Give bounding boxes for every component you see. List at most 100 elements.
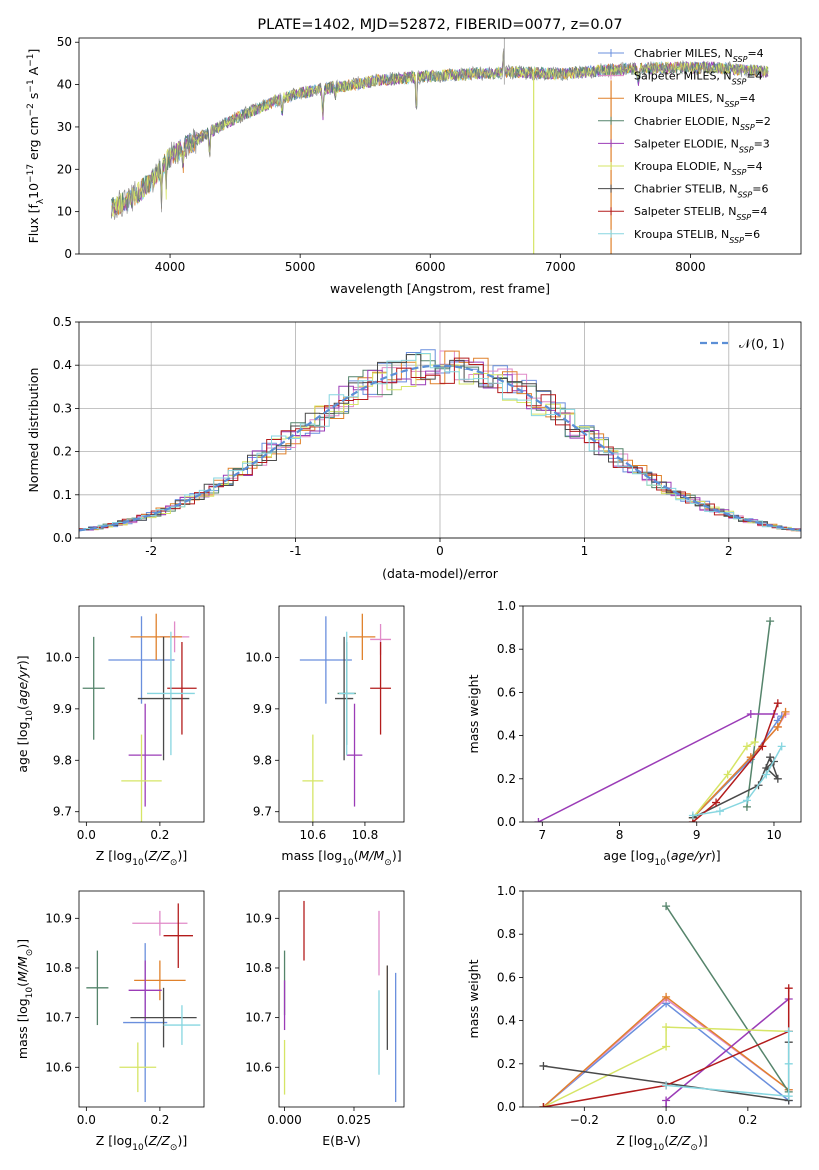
- plot-area: [539, 902, 793, 1107]
- y-tick-label: 0.2: [497, 772, 516, 786]
- plot-area: [299, 613, 391, 822]
- y-tick-label: 9.9: [53, 702, 72, 716]
- legend-label: Salpeter MILES, NSSP=4: [634, 70, 763, 87]
- axes-residuals: -2 -1 0 1 2 0.0 0.1 0.2 0.3 0.4 0.5 (data-model)/er…: [26, 315, 802, 581]
- legend: Chabrier MILES, NSSP=4 Salpeter MILES, NS…: [598, 47, 771, 244]
- series: [662, 995, 793, 1107]
- y-axis-label: age [log10(age/yr)]: [15, 655, 35, 772]
- x-tick-label: 2: [725, 544, 733, 558]
- series: [539, 999, 793, 1107]
- series-line: [665, 905, 790, 1093]
- axes-frame: [78, 321, 802, 539]
- x-axis-label: (data-model)/error: [382, 566, 499, 581]
- x-axis-label: mass [log10(M/M⊙)]: [281, 848, 401, 868]
- axes-frame: [78, 605, 205, 823]
- y-tick-label: 9.8: [53, 753, 72, 767]
- series-line: [538, 713, 774, 822]
- series-marker: [766, 617, 775, 626]
- x-tick-label: 7: [538, 828, 546, 842]
- series-line: [666, 1031, 790, 1098]
- series-marker: [534, 818, 543, 822]
- data-point: [86, 950, 109, 1026]
- data-point: [163, 903, 193, 968]
- series-marker: [662, 902, 671, 911]
- y-tick-label: 30: [57, 120, 72, 134]
- x-tick-label: 8: [616, 828, 624, 842]
- series: [662, 1027, 793, 1101]
- y-tick-label: 1.0: [497, 884, 516, 898]
- x-tick-label: −0.2: [570, 1113, 599, 1127]
- y-tick-label: 9.8: [253, 753, 272, 767]
- histogram-step: [79, 354, 801, 531]
- x-tick-label: -2: [145, 544, 157, 558]
- series-marker: [784, 984, 793, 993]
- x-tick-label: 4000: [155, 260, 186, 274]
- x-tick-label: 0.2: [738, 1113, 757, 1127]
- x-tick-label: 10.6: [299, 828, 326, 842]
- y-tick-label: 0.4: [497, 729, 516, 743]
- series-marker: [773, 774, 782, 783]
- x-tick-label: 6000: [415, 260, 446, 274]
- y-axis-label: mass weight: [466, 674, 481, 753]
- series-marker: [742, 742, 751, 751]
- x-tick-label: 0.0: [657, 1113, 676, 1127]
- series: [662, 902, 793, 1096]
- histogram-step: [79, 354, 801, 532]
- data-point: [119, 1042, 157, 1093]
- y-tick-label: 0.5: [53, 315, 72, 329]
- axes-mass-vs-EBV: 0.000 0.025 10.6 10.7 10.8 10.9 E(B-V): [245, 890, 405, 1148]
- legend-label: 𝒩(0, 1): [739, 336, 785, 351]
- data-point: [370, 642, 391, 735]
- y-axis-label: Flux [fλ10−17 erg cm−2 s−1 A−1]: [26, 49, 46, 244]
- series-marker: [758, 742, 767, 751]
- normal-curve: [79, 364, 801, 532]
- series: [688, 742, 786, 820]
- x-axis-label: wavelength [Angstrom, rest frame]: [330, 281, 550, 296]
- y-tick-label: 0.2: [497, 1057, 516, 1071]
- y-tick-label: 10.8: [45, 961, 72, 975]
- series-marker: [773, 722, 782, 731]
- x-axis-label: age [log10(age/yr)]: [603, 848, 720, 868]
- legend-label: Kroupa STELIB, NSSP=6: [634, 228, 760, 245]
- legend-label: Chabrier ELODIE, NSSP=2: [634, 115, 771, 132]
- axes-age-vs-Z: 0.0 0.2 9.7 9.8 9.9 10.0 Z [log10(Z/Z⊙)] age [l…: [15, 605, 205, 868]
- y-tick-label: 10.6: [245, 1060, 272, 1074]
- legend-label: Kroupa MILES, NSSP=4: [634, 92, 755, 109]
- legend-label: Chabrier MILES, NSSP=4: [634, 47, 764, 64]
- y-tick-label: 0.4: [497, 1014, 516, 1028]
- series-marker: [766, 753, 775, 762]
- data-point: [334, 636, 354, 761]
- series: [534, 710, 778, 822]
- y-tick-label: 9.7: [253, 805, 272, 819]
- series-marker: [688, 811, 697, 820]
- y-tick-label: 50: [57, 35, 72, 49]
- x-axis-label: Z [log10(Z/Z⊙)]: [96, 1133, 187, 1153]
- y-tick-label: 10.6: [45, 1060, 72, 1074]
- plot-area: [283, 900, 397, 1103]
- x-axis-label: Z [log10(Z/Z⊙)]: [96, 848, 187, 868]
- series-marker: [662, 1081, 671, 1090]
- axes-age-vs-mass: 10.6 10.8 9.7 9.8 9.9 10.0 mass [log10(M/M⊙)]: [245, 605, 405, 868]
- series-marker: [715, 807, 724, 816]
- y-tick-label: 10.0: [245, 650, 272, 664]
- series-marker: [784, 1059, 793, 1068]
- series-marker: [662, 1023, 671, 1032]
- data-point: [128, 703, 162, 807]
- y-tick-label: 0.6: [497, 970, 516, 984]
- legend-label: Salpeter ELODIE, NSSP=3: [634, 137, 770, 154]
- series-marker: [784, 1027, 793, 1036]
- legend-label: Kroupa ELODIE, NSSP=4: [634, 160, 763, 177]
- series-marker: [662, 1042, 671, 1051]
- plot-area: [79, 349, 801, 533]
- data-point: [82, 636, 105, 740]
- data-point: [108, 616, 175, 704]
- series-marker: [750, 738, 759, 747]
- axes-weight-vs-age: 7 8 9 10 0.0 0.2 0.4 0.6 0.8 1.0 age [log10(age/yr…: [466, 599, 802, 868]
- data-point: [147, 631, 195, 756]
- data-point: [346, 703, 363, 807]
- data-point: [132, 910, 188, 936]
- observed-spectrum-line: [111, 48, 769, 220]
- series-marker: [773, 699, 782, 708]
- series-line: [542, 998, 790, 1107]
- data-point: [349, 613, 376, 660]
